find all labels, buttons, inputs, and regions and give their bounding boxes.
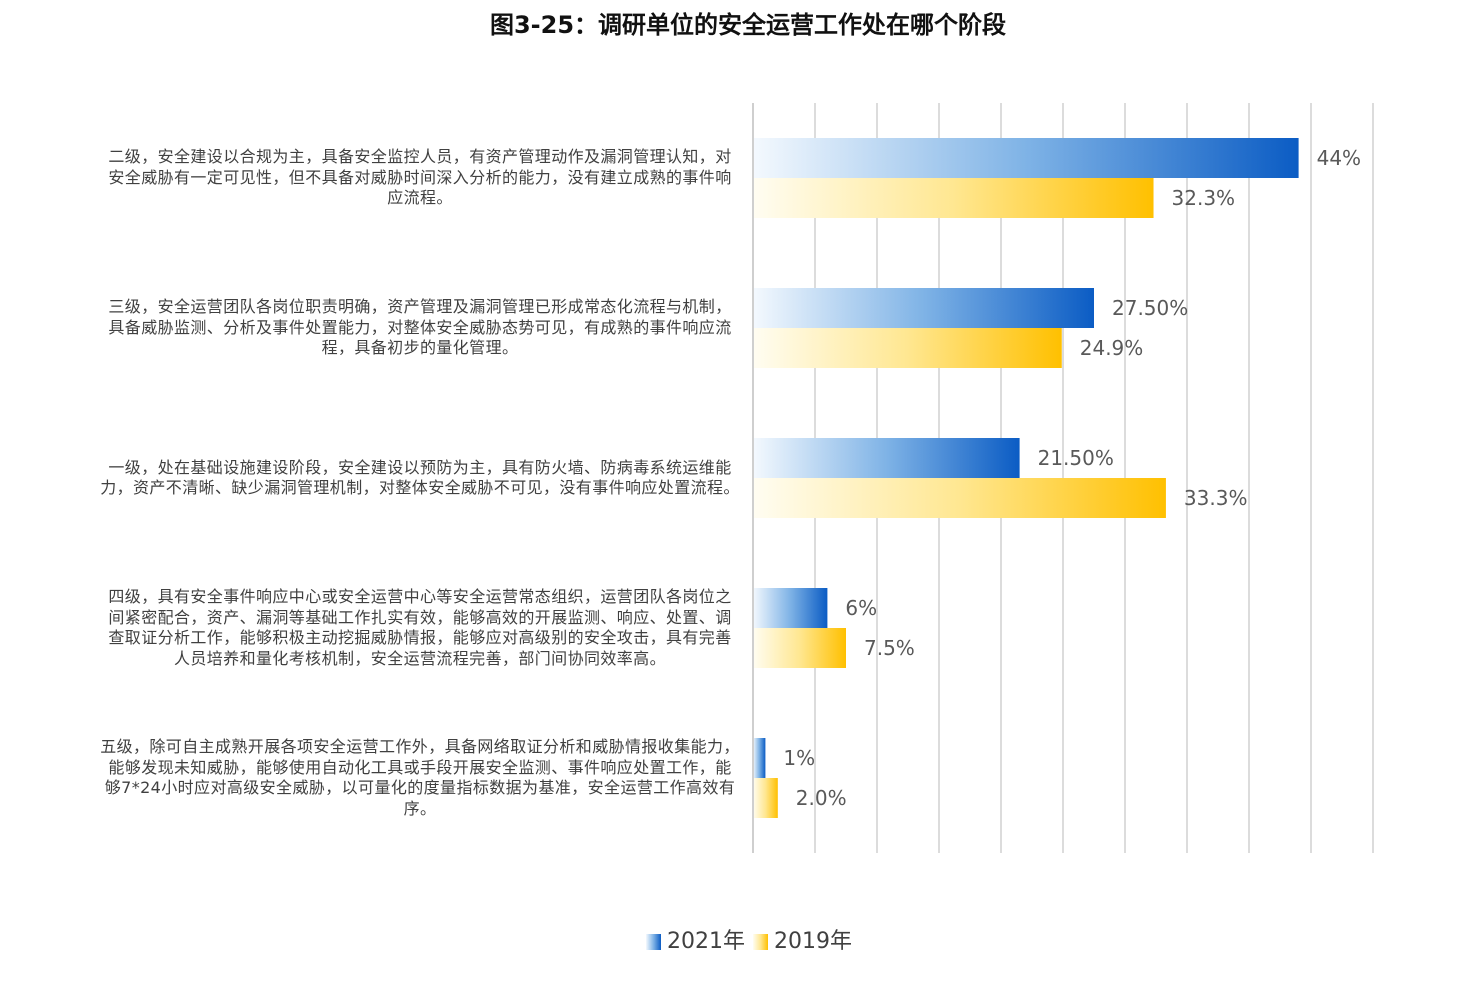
bar-series-2-category-5 <box>753 778 778 818</box>
data-label: 1% <box>783 746 815 770</box>
category-label: 四级，具有安全事件响应中心或安全运营中心等安全运营常态组织，运营团队各岗位之 间… <box>108 587 732 668</box>
chart-title: 图3-25：调研单位的安全运营工作处在哪个阶段 <box>489 11 1007 39</box>
category-label: 一级，处在基础设施建设阶段，安全建设以预防为主，具有防火墙、防病毒系统运维能 力… <box>100 457 740 498</box>
bar-series-1-category-2 <box>753 288 1094 328</box>
bar-series-1-category-3 <box>753 438 1020 478</box>
category-label: 三级，安全运营团队各岗位职责明确，资产管理及漏洞管理已形成常态化流程与机制， 具… <box>108 297 732 358</box>
bar-series-1-category-5 <box>753 738 766 778</box>
category-label-cell: 二级，安全建设以合规为主，具备安全监控人员，有资产管理动作及漏洞管理认知，对 安… <box>88 103 752 253</box>
bars <box>753 138 1299 818</box>
bar-series-1-category-1 <box>753 138 1299 178</box>
legend-swatch-series-1 <box>646 934 661 950</box>
category-label: 五级，除可自主成熟开展各项安全运营工作外，具备网络取证分析和威胁情报收集能力， … <box>100 737 740 818</box>
bar-series-1-category-4 <box>753 588 828 628</box>
data-label: 44% <box>1317 146 1361 170</box>
bar-series-2-category-2 <box>753 328 1062 368</box>
data-label: 24.9% <box>1080 336 1144 360</box>
legend: 2021年 2019年 <box>646 929 860 955</box>
category-label-cell: 一级，处在基础设施建设阶段，安全建设以预防为主，具有防火墙、防病毒系统运维能 力… <box>88 403 752 553</box>
data-label: 27.50% <box>1112 296 1188 320</box>
legend-label: 2019年 <box>774 929 852 954</box>
bar-series-2-category-4 <box>753 628 846 668</box>
category-label-cell: 五级，除可自主成熟开展各项安全运营工作外，具备网络取证分析和威胁情报收集能力， … <box>88 703 752 853</box>
data-label: 21.50% <box>1038 446 1114 470</box>
data-label: 6% <box>845 596 877 620</box>
category-label-cell: 三级，安全运营团队各岗位职责明确，资产管理及漏洞管理已形成常态化流程与机制， 具… <box>88 253 752 403</box>
data-label: 7.5% <box>864 636 915 660</box>
legend-item-series-1: 2021年 <box>646 929 745 955</box>
data-label: 2.0% <box>796 786 847 810</box>
bar-series-2-category-1 <box>753 178 1154 218</box>
legend-swatch-series-2 <box>753 934 768 950</box>
category-label: 二级，安全建设以合规为主，具备安全监控人员，有资产管理动作及漏洞管理认知，对 安… <box>108 147 732 208</box>
bar-series-2-category-3 <box>753 478 1166 518</box>
data-labels: 44% 32.3% 27.50% 24.9% 21.50% 33.3% 6% 7.5% 1% 2.… <box>783 146 1361 810</box>
category-label-cell: 四级，具有安全事件响应中心或安全运营中心等安全运营常态组织，运营团队各岗位之 间… <box>88 553 752 703</box>
legend-label: 2021年 <box>667 929 745 954</box>
legend-item-series-2: 2019年 <box>753 929 852 955</box>
data-label: 32.3% <box>1172 186 1236 210</box>
data-label: 33.3% <box>1184 486 1248 510</box>
